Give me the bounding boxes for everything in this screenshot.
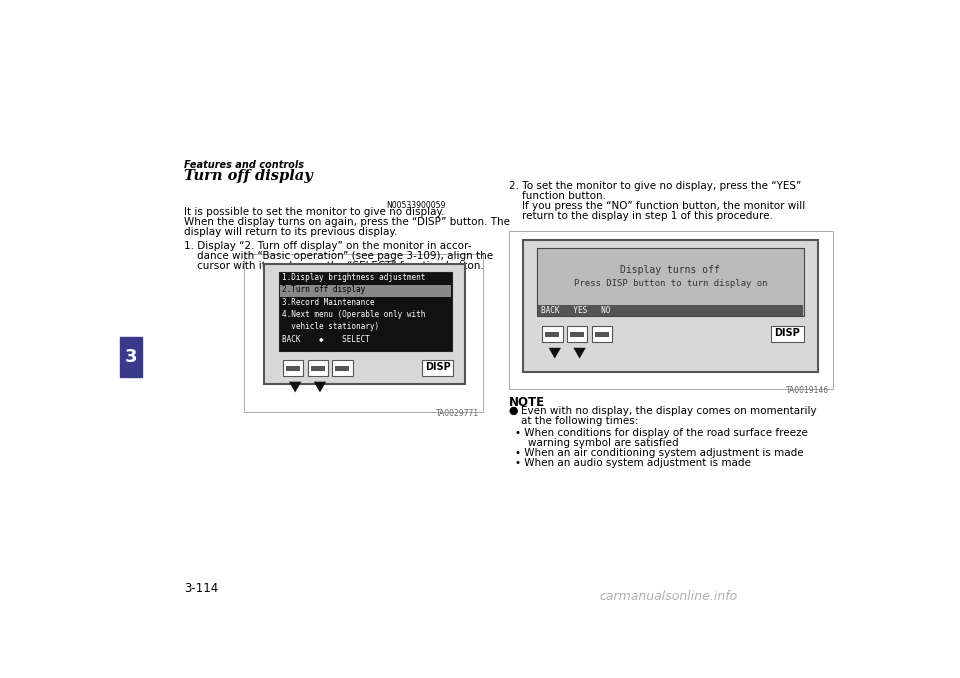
Polygon shape xyxy=(314,382,326,393)
Text: It is possible to set the monitor to give no display.: It is possible to set the monitor to giv… xyxy=(184,207,444,217)
Text: NOTE: NOTE xyxy=(509,395,545,409)
Bar xyxy=(311,366,324,371)
Polygon shape xyxy=(548,348,561,359)
Bar xyxy=(570,332,585,337)
Bar xyxy=(278,273,452,351)
Text: BACK   YES   NO: BACK YES NO xyxy=(540,306,611,315)
Text: If you press the “NO” function button, the monitor will: If you press the “NO” function button, t… xyxy=(509,201,805,212)
Bar xyxy=(545,332,560,337)
Polygon shape xyxy=(289,382,301,393)
Bar xyxy=(332,360,352,376)
Bar xyxy=(279,334,451,346)
Text: 2.Turn off display: 2.Turn off display xyxy=(282,285,365,294)
Text: • When an audio system adjustment is made: • When an audio system adjustment is mad… xyxy=(516,458,751,468)
Text: When the display turns on again, press the “DISP” button. The: When the display turns on again, press t… xyxy=(184,217,511,227)
Bar xyxy=(771,326,804,342)
Text: display will return to its previous display.: display will return to its previous disp… xyxy=(184,227,397,237)
Text: N00533900059: N00533900059 xyxy=(386,201,445,210)
Bar xyxy=(542,326,563,342)
Text: 2. To set the monitor to give no display, press the “YES”: 2. To set the monitor to give no display… xyxy=(509,182,802,191)
Bar xyxy=(422,360,453,376)
Text: 3.Record Maintenance: 3.Record Maintenance xyxy=(282,298,374,306)
Bar xyxy=(279,285,451,297)
Bar xyxy=(283,360,303,376)
Bar xyxy=(537,248,804,316)
Bar xyxy=(307,360,327,376)
Text: 4.Next menu (Operable only with: 4.Next menu (Operable only with xyxy=(282,310,425,319)
Text: function button.: function button. xyxy=(509,191,606,201)
Text: Even with no display, the display comes on momentarily: Even with no display, the display comes … xyxy=(521,406,817,416)
Text: • When an air conditioning system adjustment is made: • When an air conditioning system adjust… xyxy=(516,448,804,458)
Text: DISP: DISP xyxy=(425,361,450,372)
Text: 1.Display brightness adjustment: 1.Display brightness adjustment xyxy=(282,273,425,282)
Text: at the following times:: at the following times: xyxy=(521,416,638,426)
Polygon shape xyxy=(573,348,586,359)
Text: Turn off display: Turn off display xyxy=(184,169,313,183)
Circle shape xyxy=(510,407,517,414)
Text: dance with “Basic operation” (see page 3-109), align the: dance with “Basic operation” (see page 3… xyxy=(184,251,493,261)
Bar xyxy=(567,326,588,342)
Bar xyxy=(335,366,349,371)
Bar xyxy=(538,304,803,316)
Bar xyxy=(286,366,300,371)
Bar xyxy=(120,337,142,377)
Bar xyxy=(595,332,609,337)
Bar xyxy=(264,264,465,384)
Text: vehicle stationary): vehicle stationary) xyxy=(282,322,379,332)
Text: cursor with it, and press the “SELECT” function button.: cursor with it, and press the “SELECT” f… xyxy=(184,261,484,271)
Text: carmanualsonline.info: carmanualsonline.info xyxy=(599,590,737,603)
Text: Features and controls: Features and controls xyxy=(184,160,304,170)
Text: BACK    ◆    SELECT: BACK ◆ SELECT xyxy=(282,335,370,344)
Text: warning symbol are satisfied: warning symbol are satisfied xyxy=(516,438,679,448)
Text: TA0019146: TA0019146 xyxy=(786,386,829,395)
Bar xyxy=(509,231,833,389)
Text: Display turns off: Display turns off xyxy=(620,265,720,275)
Text: • When conditions for display of the road surface freeze: • When conditions for display of the roa… xyxy=(516,428,808,438)
Text: return to the display in step 1 of this procedure.: return to the display in step 1 of this … xyxy=(509,212,773,222)
Text: Press DISP button to turn display on: Press DISP button to turn display on xyxy=(573,279,767,288)
Text: TA0029771: TA0029771 xyxy=(436,410,479,418)
Bar xyxy=(523,240,818,372)
Bar xyxy=(592,326,612,342)
Text: 3-114: 3-114 xyxy=(184,582,219,595)
Bar xyxy=(244,254,483,412)
Text: 3: 3 xyxy=(125,348,137,366)
Text: DISP: DISP xyxy=(775,327,800,338)
Text: 1. Display “2. Turn off display” on the monitor in accor-: 1. Display “2. Turn off display” on the … xyxy=(184,241,471,251)
